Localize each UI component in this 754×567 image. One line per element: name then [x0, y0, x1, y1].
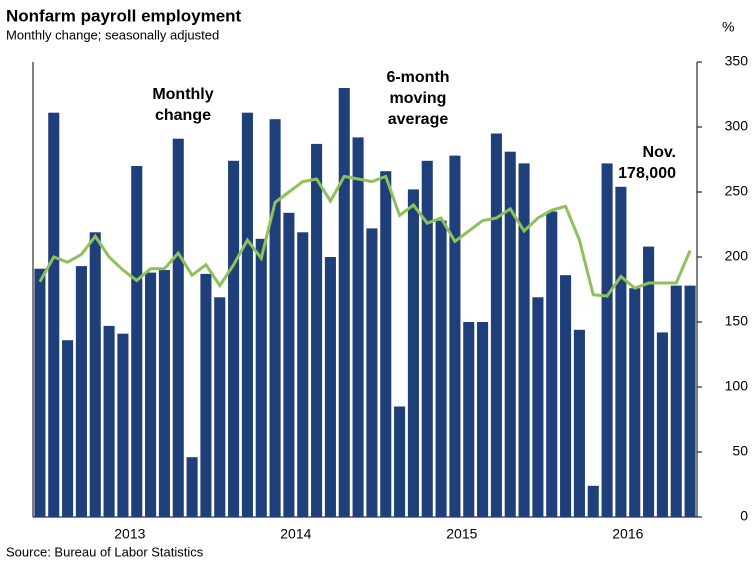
bar — [615, 186, 627, 518]
bar — [684, 285, 696, 517]
bar — [449, 155, 461, 517]
bar — [283, 212, 295, 518]
chart-subtitle: Monthly change; seasonally adjusted — [6, 27, 219, 42]
bar — [89, 232, 101, 518]
moving-average-line — [38, 174, 692, 298]
bar — [131, 166, 143, 517]
bar — [311, 143, 323, 517]
y-tick-label: 200 — [725, 248, 749, 264]
bar — [186, 457, 198, 517]
annotation: Monthly — [152, 86, 213, 103]
bar — [643, 246, 655, 517]
bar — [587, 485, 599, 517]
bar — [241, 112, 253, 517]
bar — [656, 332, 668, 517]
bar — [629, 288, 641, 517]
bar — [158, 270, 170, 517]
y-tick-label: 50 — [732, 443, 748, 459]
y-tick-label: 250 — [725, 183, 749, 199]
annotation: 6-month — [386, 69, 449, 86]
annotation: moving — [390, 90, 447, 107]
bar — [490, 133, 502, 517]
y-axis-label: % — [722, 19, 734, 35]
annotation: Nov. — [643, 144, 676, 161]
bar — [366, 228, 378, 517]
x-tick-label: 2013 — [114, 526, 145, 542]
bar — [532, 297, 544, 517]
bar — [34, 268, 46, 517]
bar — [297, 232, 309, 518]
bar — [670, 285, 682, 517]
bar — [352, 137, 364, 517]
source: Source: Bureau of Labor Statistics — [6, 544, 204, 559]
bar — [269, 119, 281, 517]
bar — [421, 160, 433, 518]
bar — [546, 211, 558, 517]
bar — [380, 171, 392, 517]
bar — [435, 220, 447, 517]
bar — [75, 266, 87, 517]
bar — [573, 329, 585, 517]
bar — [324, 257, 336, 517]
bar — [338, 88, 350, 517]
bar — [407, 189, 419, 517]
bar — [117, 333, 129, 517]
bar — [601, 163, 613, 517]
bar — [228, 160, 240, 518]
bar — [477, 322, 489, 517]
y-tick-label: 300 — [725, 118, 749, 134]
bar — [200, 273, 212, 517]
bar — [214, 297, 226, 517]
annotation: 178,000 — [618, 165, 676, 182]
bar — [62, 340, 74, 517]
y-tick-label: 100 — [725, 378, 749, 394]
x-tick-label: 2014 — [280, 526, 311, 542]
x-tick-label: 2016 — [612, 526, 643, 542]
bar — [145, 272, 157, 517]
y-tick-label: 0 — [740, 508, 748, 524]
annotation: change — [155, 107, 211, 124]
bar — [172, 138, 184, 517]
bar — [504, 151, 516, 517]
bar — [103, 325, 115, 517]
bar — [394, 406, 406, 517]
y-tick-label: 350 — [725, 53, 749, 69]
bar — [255, 238, 267, 518]
x-tick-label: 2015 — [446, 526, 477, 542]
y-tick-label: 150 — [725, 313, 749, 329]
chart-title: Nonfarm payroll employment — [6, 6, 242, 25]
bar — [518, 163, 530, 517]
bar — [48, 112, 60, 517]
annotation: average — [388, 111, 449, 128]
bar — [560, 275, 572, 517]
bar — [463, 322, 475, 517]
